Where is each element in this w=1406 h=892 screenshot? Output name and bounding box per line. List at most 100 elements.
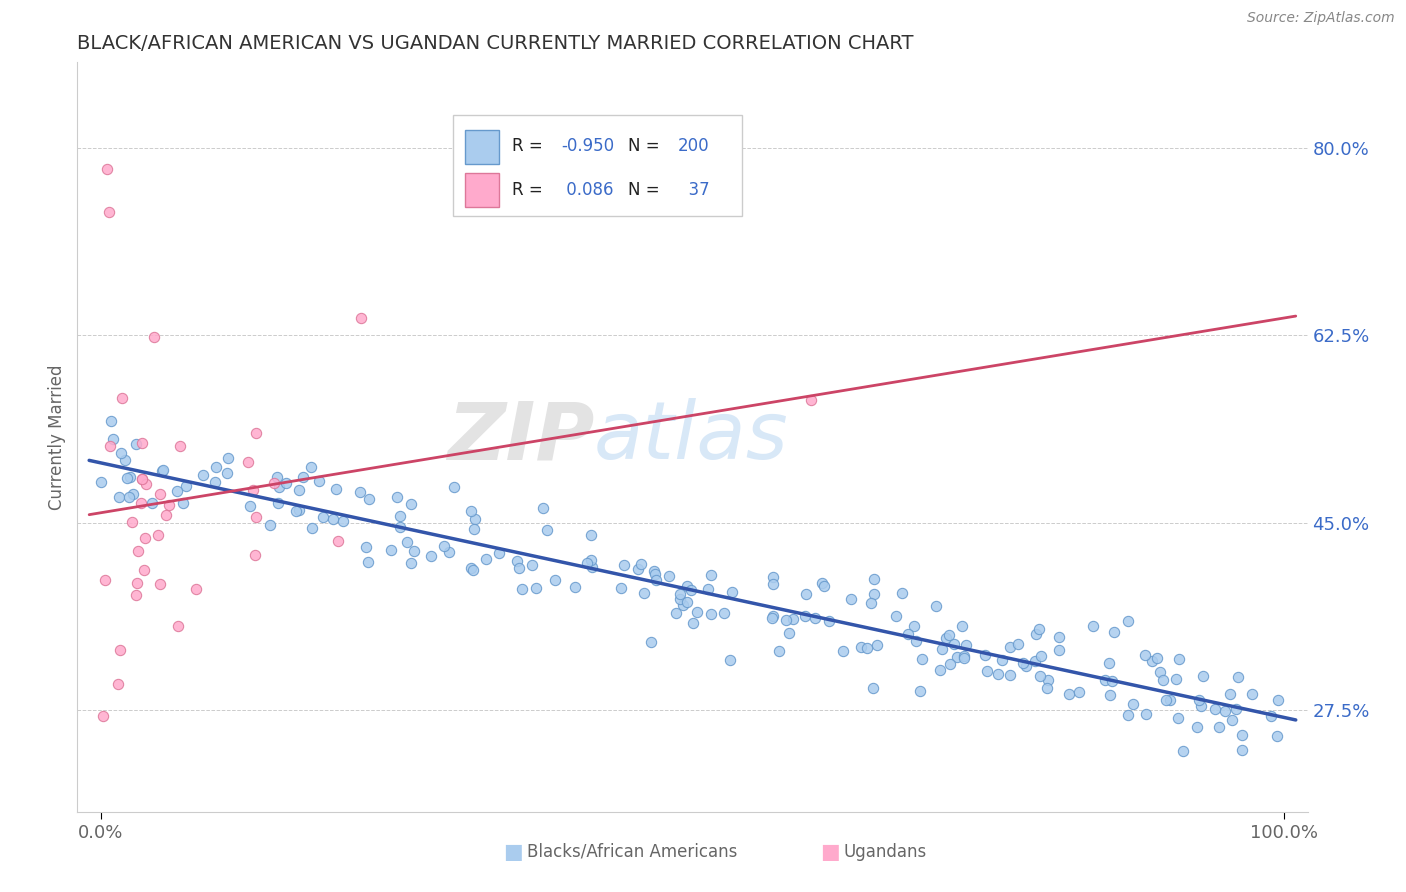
- Point: [149, 577, 172, 591]
- Point: [118, 490, 141, 504]
- Point: [1230, 743, 1253, 757]
- Text: Ugandans: Ugandans: [844, 843, 927, 861]
- Point: [952, 618, 974, 632]
- Point: [312, 510, 335, 524]
- Point: [1173, 744, 1195, 758]
- Point: [762, 577, 785, 591]
- Point: [1028, 623, 1050, 637]
- Point: [129, 496, 152, 510]
- Point: [354, 541, 377, 555]
- Point: [987, 666, 1010, 681]
- Point: [796, 587, 818, 601]
- Point: [1149, 665, 1171, 679]
- Point: [1029, 669, 1052, 683]
- Point: [579, 528, 602, 542]
- FancyBboxPatch shape: [453, 115, 742, 216]
- Point: [536, 523, 558, 537]
- Point: [506, 553, 529, 567]
- Point: [91, 708, 114, 723]
- Point: [1185, 720, 1208, 734]
- Point: [720, 585, 742, 599]
- Point: [1140, 654, 1163, 668]
- Point: [520, 558, 543, 572]
- Point: [332, 514, 354, 528]
- Point: [100, 414, 122, 428]
- Point: [242, 483, 264, 497]
- Text: 200: 200: [678, 137, 709, 155]
- Point: [863, 587, 886, 601]
- Point: [399, 497, 422, 511]
- Point: [1154, 692, 1177, 706]
- Point: [274, 475, 297, 490]
- Point: [245, 426, 267, 441]
- Point: [460, 561, 482, 575]
- Point: [245, 510, 267, 524]
- Point: [1133, 648, 1156, 662]
- Point: [114, 452, 136, 467]
- Point: [508, 561, 530, 575]
- Point: [1219, 688, 1241, 702]
- Point: [700, 607, 723, 622]
- Point: [645, 573, 668, 587]
- Point: [1104, 624, 1126, 639]
- Point: [862, 573, 884, 587]
- Point: [1007, 637, 1029, 651]
- Point: [1188, 693, 1211, 707]
- Point: [125, 437, 148, 451]
- Point: [700, 567, 723, 582]
- Point: [1116, 708, 1139, 723]
- Point: [1146, 650, 1168, 665]
- Point: [890, 586, 912, 600]
- Point: [794, 609, 817, 624]
- Point: [1099, 689, 1122, 703]
- Point: [924, 599, 946, 613]
- Point: [859, 596, 882, 610]
- Point: [127, 544, 149, 558]
- Point: [263, 476, 285, 491]
- Point: [172, 496, 194, 510]
- Point: [613, 558, 636, 572]
- Point: [131, 472, 153, 486]
- Point: [191, 467, 214, 482]
- Point: [152, 464, 174, 478]
- Point: [94, 574, 117, 588]
- Point: [420, 549, 443, 563]
- Text: 37: 37: [678, 181, 709, 199]
- Point: [804, 611, 827, 625]
- Point: [267, 496, 290, 510]
- Point: [1036, 673, 1059, 687]
- Point: [380, 543, 402, 558]
- Point: [669, 587, 692, 601]
- Point: [1024, 654, 1046, 668]
- Point: [184, 582, 207, 596]
- Point: [107, 677, 129, 691]
- Point: [669, 591, 692, 606]
- Point: [167, 618, 190, 632]
- Point: [910, 684, 932, 698]
- Point: [1192, 669, 1215, 683]
- Point: [976, 664, 998, 678]
- Point: [813, 579, 835, 593]
- Point: [205, 460, 228, 475]
- Point: [385, 490, 408, 504]
- Text: R =: R =: [512, 181, 547, 199]
- Text: N =: N =: [628, 137, 665, 155]
- Point: [931, 642, 953, 657]
- Point: [911, 652, 934, 666]
- Point: [464, 512, 486, 526]
- FancyBboxPatch shape: [465, 130, 499, 163]
- Point: [215, 466, 238, 480]
- Point: [1015, 659, 1038, 673]
- Point: [134, 563, 156, 577]
- Point: [141, 496, 163, 510]
- Point: [439, 544, 461, 558]
- Point: [166, 484, 188, 499]
- Point: [101, 432, 124, 446]
- Point: [1267, 692, 1289, 706]
- Point: [929, 663, 952, 677]
- Point: [1101, 674, 1123, 689]
- Point: [142, 330, 165, 344]
- Point: [644, 567, 666, 582]
- Point: [953, 650, 976, 665]
- Point: [862, 681, 884, 695]
